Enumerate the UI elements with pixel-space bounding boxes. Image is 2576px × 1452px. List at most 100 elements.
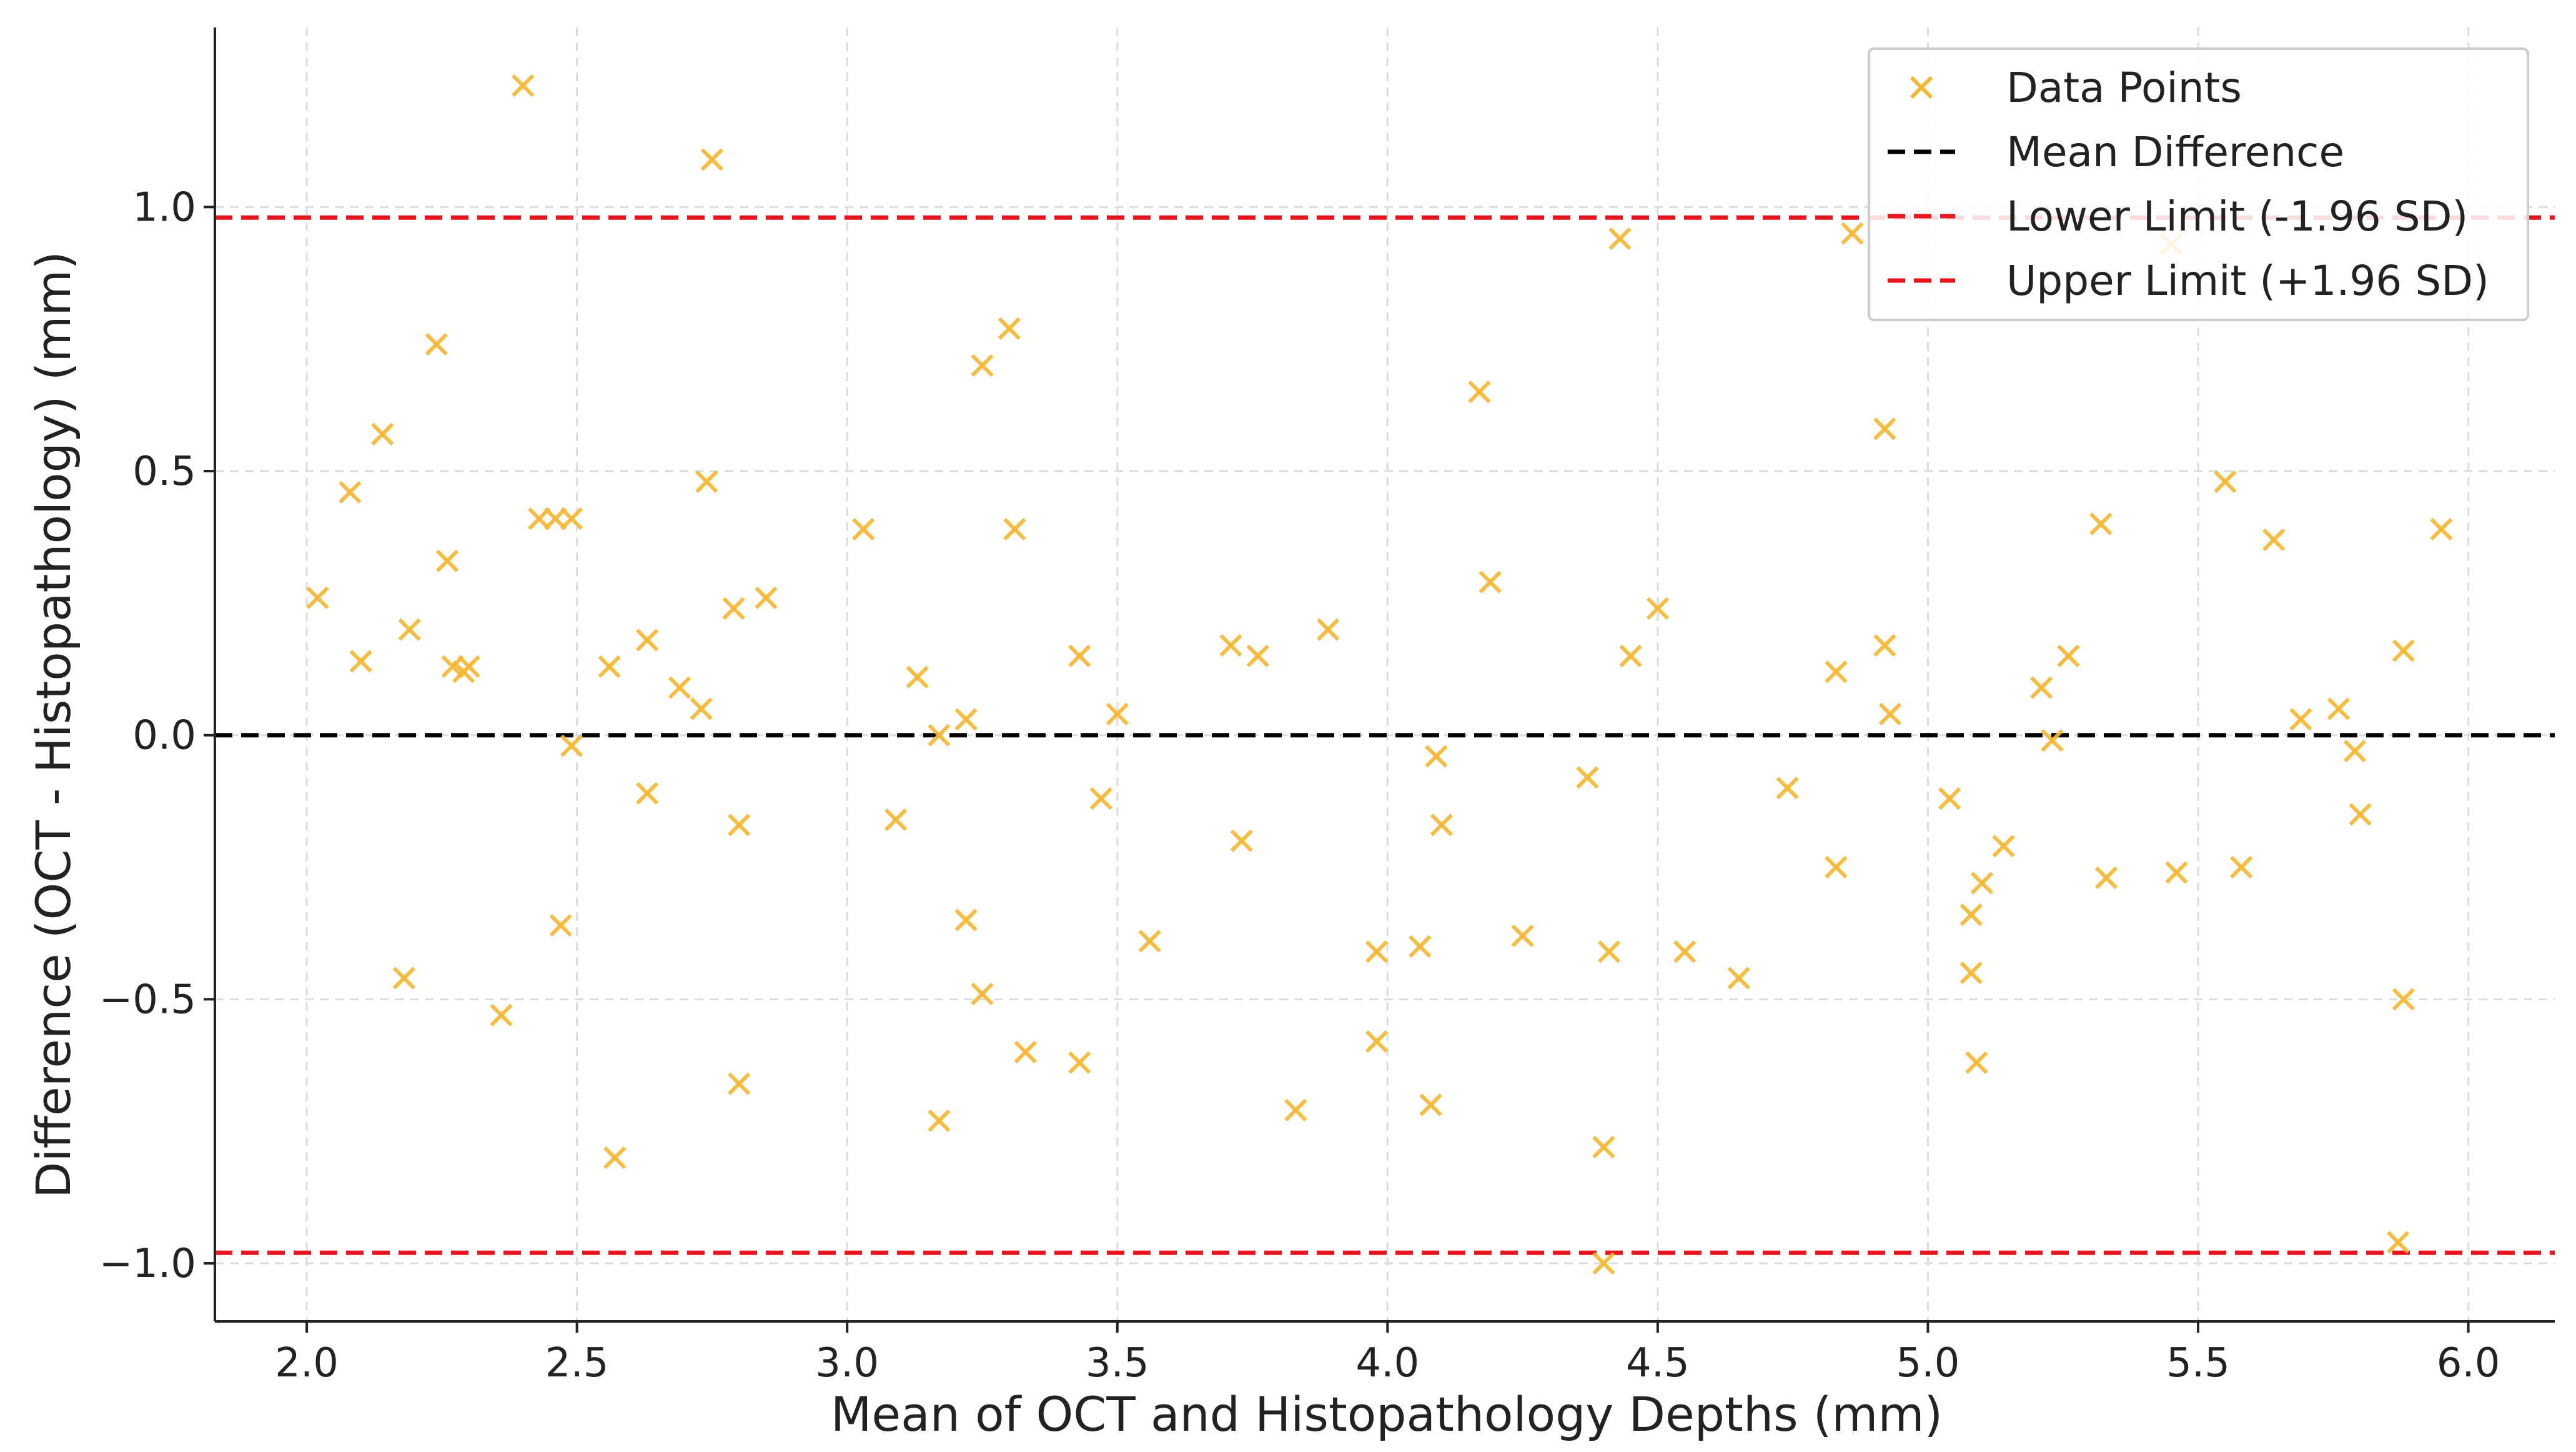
data-point bbox=[1003, 517, 1026, 541]
data-point bbox=[998, 317, 1021, 340]
data-point bbox=[1592, 1251, 1615, 1275]
data-point bbox=[2289, 708, 2312, 731]
data-points bbox=[306, 74, 2453, 1275]
y-tick-label: −0.5 bbox=[99, 977, 196, 1023]
data-point bbox=[1878, 702, 1902, 726]
data-point bbox=[722, 597, 745, 620]
data-point bbox=[2089, 512, 2113, 535]
data-point bbox=[1992, 835, 2015, 858]
x-tick-label: 2.5 bbox=[545, 1340, 609, 1386]
data-point bbox=[635, 782, 659, 805]
data-point bbox=[695, 470, 718, 494]
y-tick-label: 0.0 bbox=[132, 713, 196, 759]
data-point bbox=[1727, 967, 1750, 990]
data-point bbox=[1825, 855, 1848, 879]
data-point bbox=[971, 354, 994, 377]
data-point bbox=[1970, 872, 1994, 895]
data-point bbox=[1841, 222, 1864, 245]
data-point bbox=[2230, 855, 2253, 879]
data-point bbox=[1646, 597, 1670, 620]
data-point bbox=[1873, 634, 1896, 657]
data-point bbox=[306, 586, 329, 610]
data-point bbox=[2349, 803, 2372, 826]
data-point bbox=[1365, 1030, 1389, 1053]
data-point bbox=[728, 813, 751, 837]
data-point bbox=[2327, 697, 2351, 720]
data-point bbox=[2030, 676, 2053, 699]
data-point bbox=[1479, 570, 1502, 594]
data-point bbox=[435, 549, 459, 572]
data-point bbox=[1219, 634, 1242, 657]
data-point bbox=[1965, 1051, 1988, 1074]
data-point bbox=[2343, 739, 2367, 763]
legend-box bbox=[1868, 47, 2529, 321]
data-point bbox=[2057, 644, 2080, 668]
data-point bbox=[527, 507, 551, 530]
data-point bbox=[1106, 702, 1129, 726]
data-point bbox=[1317, 618, 1340, 641]
data-point bbox=[1138, 930, 1161, 953]
y-tick-label: 1.0 bbox=[132, 184, 196, 231]
data-point bbox=[349, 650, 372, 673]
x-tick-label: 4.5 bbox=[1626, 1340, 1690, 1386]
data-point bbox=[1246, 644, 1269, 668]
legend-label: Lower Limit (-1.96 SD) bbox=[2006, 192, 2468, 241]
legend-label: Data Points bbox=[2006, 64, 2242, 112]
y-axis-title: Difference (OCT - Histopathology) (mm) bbox=[26, 251, 81, 1198]
data-point bbox=[1776, 777, 1799, 800]
data-point bbox=[1619, 644, 1642, 668]
data-point bbox=[598, 655, 621, 678]
data-point bbox=[1068, 1051, 1091, 1074]
data-point bbox=[2430, 517, 2453, 541]
data-point bbox=[700, 148, 724, 171]
data-point bbox=[1576, 766, 1599, 789]
data-point bbox=[1068, 644, 1091, 668]
data-point bbox=[1425, 745, 1448, 768]
data-point bbox=[1938, 787, 1961, 810]
data-point bbox=[1959, 961, 1983, 985]
x-tick-label: 6.0 bbox=[2437, 1340, 2500, 1386]
data-point bbox=[1592, 1135, 1615, 1159]
data-point bbox=[1959, 903, 1983, 927]
data-point bbox=[457, 655, 480, 678]
data-point bbox=[852, 517, 875, 541]
data-point bbox=[2094, 866, 2118, 890]
y-tick-label: 0.5 bbox=[132, 449, 196, 495]
data-point bbox=[1365, 940, 1389, 963]
x-tick-label: 4.0 bbox=[1355, 1340, 1419, 1386]
data-point bbox=[339, 480, 362, 504]
axes bbox=[214, 27, 2555, 1323]
data-point bbox=[668, 676, 691, 699]
x-axis-ticks: 2.0 2.5 3.0 3.5 4.0 4.5 5.0 5.5 6.0 bbox=[275, 1321, 2500, 1386]
data-point bbox=[928, 724, 951, 747]
data-point bbox=[884, 808, 908, 832]
data-point bbox=[755, 586, 778, 610]
data-point bbox=[2386, 1231, 2410, 1254]
data-point bbox=[560, 734, 583, 757]
x-tick-label: 3.5 bbox=[1086, 1340, 1149, 1386]
data-point bbox=[549, 913, 572, 937]
data-point bbox=[635, 629, 659, 652]
legend-label: Upper Limit (+1.96 SD) bbox=[2006, 257, 2489, 305]
data-point bbox=[1014, 1040, 1037, 1064]
data-point bbox=[2214, 470, 2237, 494]
x-axis-title: Mean of OCT and Histopathology Depths (m… bbox=[831, 1386, 1943, 1442]
data-point bbox=[1230, 829, 1253, 852]
data-point bbox=[1089, 787, 1112, 810]
data-point bbox=[560, 507, 583, 530]
data-point bbox=[1468, 380, 1491, 404]
data-point bbox=[2262, 528, 2286, 552]
data-point bbox=[512, 74, 535, 97]
data-point bbox=[543, 507, 567, 530]
data-point bbox=[371, 422, 394, 446]
x-tick-label: 2.0 bbox=[275, 1340, 339, 1386]
data-point bbox=[2392, 988, 2415, 1011]
legend-label: Mean Difference bbox=[2006, 128, 2344, 176]
data-point bbox=[928, 1109, 951, 1132]
data-point bbox=[425, 333, 448, 356]
data-point bbox=[1873, 417, 1896, 440]
data-point bbox=[603, 1146, 627, 1170]
data-point bbox=[2165, 861, 2188, 884]
x-tick-label: 5.5 bbox=[2166, 1340, 2230, 1386]
